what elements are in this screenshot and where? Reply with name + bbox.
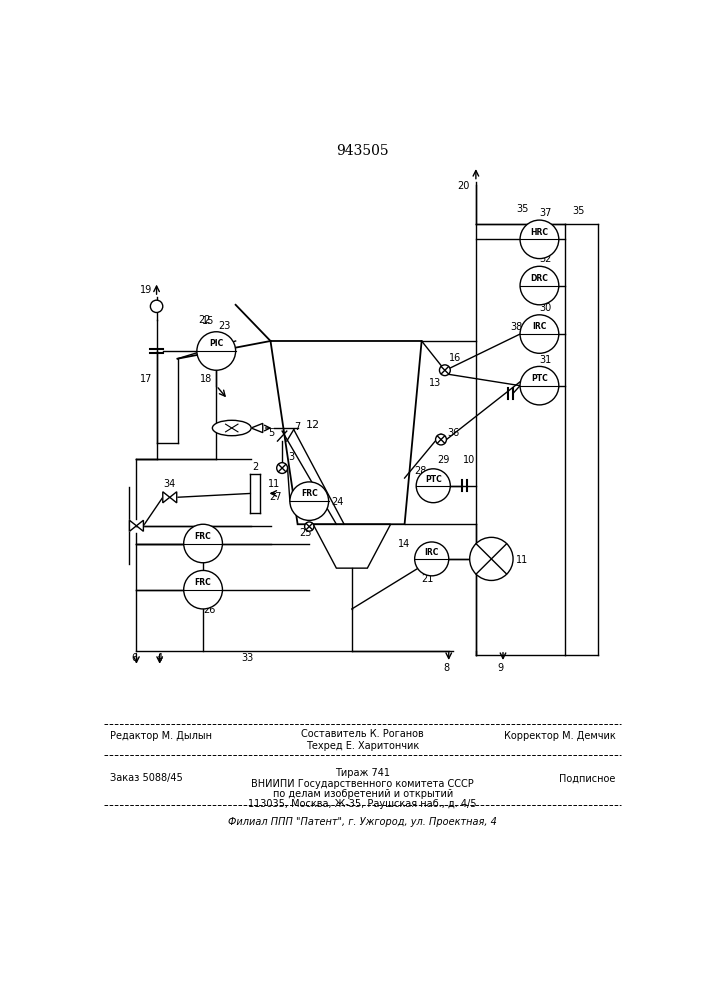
Circle shape	[440, 365, 450, 376]
Circle shape	[520, 266, 559, 305]
Text: 17: 17	[140, 374, 153, 384]
Text: Тираж 741: Тираж 741	[335, 768, 390, 778]
Text: 3: 3	[288, 452, 294, 462]
Text: 13: 13	[429, 378, 442, 388]
Text: 23: 23	[218, 321, 230, 331]
Text: 33: 33	[241, 653, 253, 663]
Text: 29: 29	[437, 455, 450, 465]
Text: 30: 30	[539, 303, 551, 313]
Text: 18: 18	[200, 374, 212, 384]
Circle shape	[520, 220, 559, 259]
Circle shape	[520, 366, 559, 405]
Text: 38: 38	[510, 322, 522, 332]
Polygon shape	[136, 520, 144, 531]
Text: 35: 35	[516, 204, 529, 214]
Text: 6: 6	[131, 653, 137, 663]
Text: 34: 34	[163, 479, 176, 489]
Text: Техред Е. Харитончик: Техред Е. Харитончик	[306, 741, 419, 751]
Text: ВНИИПИ Государственного комитета СССР: ВНИИПИ Государственного комитета СССР	[252, 779, 474, 789]
Text: Корректор М. Демчик: Корректор М. Демчик	[503, 731, 615, 741]
Circle shape	[184, 570, 223, 609]
Text: 16: 16	[449, 353, 461, 363]
Text: Редактор М. Дылын: Редактор М. Дылын	[110, 731, 212, 741]
Circle shape	[520, 315, 559, 353]
Text: 35: 35	[572, 206, 585, 216]
Ellipse shape	[212, 420, 251, 436]
Text: 8: 8	[443, 663, 450, 673]
Text: FRC: FRC	[301, 489, 317, 498]
Text: 14: 14	[398, 539, 411, 549]
Text: 28: 28	[414, 466, 426, 476]
Text: PTC: PTC	[425, 475, 442, 484]
Polygon shape	[251, 423, 263, 433]
Circle shape	[197, 332, 235, 370]
Text: 11: 11	[516, 555, 528, 565]
Circle shape	[184, 524, 223, 563]
Circle shape	[436, 434, 446, 445]
Text: 27: 27	[269, 492, 281, 502]
Text: 15: 15	[202, 316, 215, 326]
Circle shape	[416, 469, 450, 503]
Text: 943505: 943505	[337, 144, 389, 158]
Text: Подписное: Подписное	[559, 773, 615, 783]
Polygon shape	[163, 492, 170, 503]
Text: 36: 36	[448, 428, 460, 438]
Circle shape	[151, 300, 163, 312]
Text: 31: 31	[539, 355, 551, 365]
Text: 7: 7	[295, 422, 300, 432]
Text: 22: 22	[199, 315, 211, 325]
Text: 19: 19	[141, 285, 153, 295]
Text: Филиал ППП "Патент", г. Ужгород, ул. Проектная, 4: Филиал ППП "Патент", г. Ужгород, ул. Про…	[228, 817, 497, 827]
Text: DRC: DRC	[530, 274, 549, 283]
Text: PTC: PTC	[531, 374, 548, 383]
Text: FRC: FRC	[194, 578, 211, 587]
Text: 24: 24	[331, 497, 344, 507]
Text: 12: 12	[306, 420, 320, 430]
Text: 5: 5	[268, 428, 274, 438]
Text: 2: 2	[252, 462, 258, 472]
Text: 26: 26	[203, 605, 216, 615]
Text: 113035, Москва, Ж-35, Раушская наб., д. 4/5: 113035, Москва, Ж-35, Раушская наб., д. …	[248, 799, 477, 809]
Text: PIC: PIC	[209, 339, 223, 348]
Text: по делам изобретений и открытий: по делам изобретений и открытий	[273, 789, 453, 799]
Text: 21: 21	[421, 574, 434, 584]
Polygon shape	[170, 492, 177, 503]
Text: 32: 32	[539, 254, 551, 264]
Text: Составитель К. Роганов: Составитель К. Роганов	[301, 729, 424, 739]
Text: FRC: FRC	[194, 532, 211, 541]
Text: 11: 11	[268, 479, 281, 489]
Polygon shape	[129, 520, 136, 531]
Circle shape	[290, 482, 329, 520]
Text: 20: 20	[457, 181, 469, 191]
Text: 10: 10	[462, 455, 475, 465]
Text: 9: 9	[498, 663, 504, 673]
Text: 25: 25	[299, 528, 312, 538]
Circle shape	[305, 522, 314, 531]
Text: HRC: HRC	[530, 228, 549, 237]
Circle shape	[469, 537, 513, 580]
Text: 37: 37	[539, 208, 551, 218]
Text: 4: 4	[157, 653, 163, 663]
Text: IRC: IRC	[532, 322, 547, 331]
Text: Заказ 5088/45: Заказ 5088/45	[110, 773, 183, 783]
Text: IRC: IRC	[424, 548, 439, 557]
Circle shape	[414, 542, 449, 576]
Circle shape	[276, 463, 288, 473]
